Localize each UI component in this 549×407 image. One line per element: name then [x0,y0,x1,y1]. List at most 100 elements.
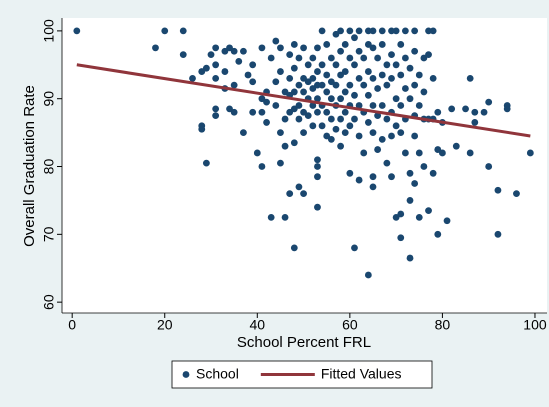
point [351,91,358,99]
point [369,173,377,181]
point [397,129,405,137]
point [369,27,377,35]
point [397,234,405,242]
point [341,41,349,48]
point [471,108,479,116]
point [300,190,307,198]
point [332,125,340,133]
point [277,129,284,137]
y-tick-label: 100 [41,19,57,43]
point [355,74,363,82]
point [341,88,349,96]
point [406,169,414,177]
point [388,173,395,181]
point [355,132,363,140]
point [411,81,419,89]
point [411,27,419,35]
point [263,98,270,106]
point [337,115,344,123]
x-tick-label: 0 [68,317,76,333]
point [374,146,382,153]
point [346,81,354,89]
point [401,54,409,62]
point [369,44,377,52]
point [397,41,405,48]
y-tick-label: 80 [41,159,57,175]
y-tick-label: 70 [41,226,57,242]
point [286,190,294,198]
point [503,105,511,113]
point [415,149,423,157]
x-tick-label: 20 [157,317,173,333]
point [388,132,395,140]
point [369,74,377,82]
point [295,115,303,123]
point [378,102,386,109]
point [346,169,354,177]
point [355,176,363,184]
point [374,112,382,120]
point [314,156,321,164]
point [179,27,187,35]
point [272,102,280,109]
point [341,68,349,75]
point [378,71,386,79]
point [351,61,358,69]
point [263,119,270,126]
point [411,180,419,187]
point [300,129,307,137]
point [295,81,303,89]
point [443,217,451,225]
point [161,27,169,35]
point [364,68,372,75]
point [314,203,321,211]
point [309,102,317,109]
point [258,163,266,170]
point [189,74,196,82]
point [429,74,437,82]
point [364,271,372,279]
point [388,74,395,82]
legend-label: School [196,366,239,382]
point [267,54,275,62]
point [369,129,377,137]
point [434,230,442,238]
point [462,105,469,113]
point [378,41,386,48]
point [212,44,220,52]
point [235,58,243,65]
point [364,91,372,99]
point [351,244,358,252]
point [360,54,368,62]
point [411,47,419,55]
point [360,81,368,89]
point [397,102,405,109]
point [401,27,409,35]
point [267,213,275,221]
point [392,122,400,130]
point [406,95,414,103]
point [383,115,391,123]
point [346,27,354,35]
point [295,183,303,191]
point [383,159,391,167]
point [318,81,326,89]
point [415,213,423,221]
point [434,108,442,116]
point [337,142,344,150]
point [323,41,331,48]
point [341,129,349,137]
point [332,81,340,89]
point [253,149,261,157]
point [281,142,289,150]
point [277,44,284,52]
point [406,64,414,72]
point [318,122,326,130]
point [295,102,303,109]
point [249,78,257,86]
point [364,119,372,126]
point [406,254,414,262]
point [240,129,247,137]
point [351,115,358,123]
point [388,51,395,59]
